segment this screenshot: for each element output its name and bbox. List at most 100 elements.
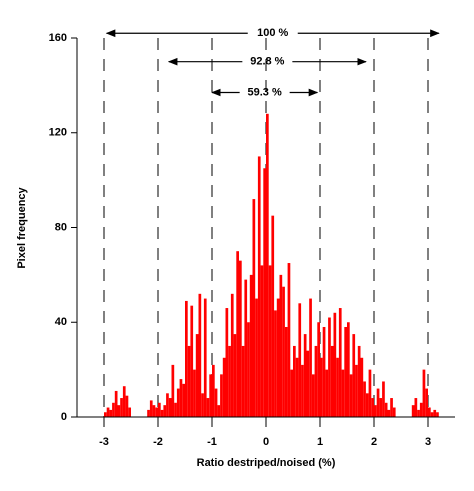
bar (239, 260, 242, 417)
bar (325, 369, 329, 417)
x-tick-label: 2 (371, 436, 377, 448)
bar (341, 369, 345, 417)
bar (260, 265, 264, 417)
bar (220, 374, 223, 417)
bar (387, 409, 391, 417)
bar (419, 402, 423, 417)
x-tick-label: -3 (99, 436, 109, 448)
y-tick-label: 0 (61, 411, 67, 423)
bar (198, 293, 202, 417)
bar (203, 298, 207, 417)
bar (233, 334, 237, 417)
bar (268, 265, 272, 417)
bar (279, 274, 283, 417)
bar (333, 312, 337, 417)
bar (109, 409, 113, 417)
bar (125, 395, 129, 417)
bar (225, 308, 229, 417)
bar (195, 334, 199, 417)
x-axis-label: Ratio destriped/noised (%) (197, 457, 336, 469)
bar (209, 374, 212, 417)
y-axis-label: Pixel frequency (16, 186, 28, 268)
y-tick-label: 40 (55, 316, 67, 328)
bar (433, 409, 437, 417)
bar (149, 400, 153, 417)
bar (368, 369, 372, 417)
bar (190, 305, 194, 417)
bar (187, 345, 191, 417)
bar (166, 393, 169, 417)
bar (303, 334, 307, 417)
y-tick-label: 80 (55, 221, 67, 233)
bar (228, 345, 231, 417)
bar (257, 156, 261, 417)
bar (179, 379, 183, 417)
bar (371, 398, 374, 417)
bar (384, 402, 388, 417)
bar (360, 357, 364, 417)
bar (147, 409, 150, 417)
bar (374, 405, 377, 417)
bar (365, 393, 369, 417)
bar (309, 298, 312, 417)
bar (322, 326, 326, 417)
annotation-label: 100 % (257, 27, 288, 39)
bar (355, 364, 358, 417)
bar (422, 369, 426, 417)
bar (425, 388, 428, 417)
bar (376, 388, 380, 417)
bar (363, 381, 366, 417)
x-tick-label: 3 (425, 436, 431, 448)
bar (430, 412, 434, 417)
bar (182, 383, 185, 417)
bar (414, 398, 418, 417)
bar (185, 300, 188, 417)
bar (249, 274, 253, 417)
bar (411, 405, 415, 417)
bar (206, 398, 210, 417)
bar (252, 199, 256, 417)
bar (336, 357, 339, 417)
bar (117, 405, 121, 417)
bar (352, 334, 356, 417)
bar (314, 345, 318, 417)
bar (106, 407, 110, 417)
bar (306, 350, 310, 417)
bar (158, 402, 161, 417)
x-tick-label: -1 (207, 436, 217, 448)
bar (266, 113, 269, 418)
bar (241, 345, 245, 417)
bar (114, 390, 118, 417)
bar (390, 398, 393, 417)
bar (255, 298, 258, 417)
y-tick-label: 120 (49, 127, 67, 139)
bar (112, 402, 115, 417)
x-tick-label: -2 (153, 436, 163, 448)
bar (328, 317, 331, 417)
bar (287, 263, 291, 417)
annotation-label: 59.3 % (248, 86, 282, 98)
bar (171, 364, 175, 417)
bar (128, 407, 131, 417)
bar (301, 364, 304, 417)
y-tick-label: 160 (49, 32, 67, 44)
bar (282, 286, 285, 417)
bar (193, 369, 196, 417)
bar (214, 388, 218, 417)
bar (217, 405, 221, 417)
bar (174, 402, 177, 417)
bar (317, 322, 320, 417)
bar (293, 345, 296, 417)
bar (349, 374, 353, 417)
bar (244, 279, 248, 417)
bar (330, 345, 334, 417)
bar (284, 326, 288, 417)
bar (155, 407, 158, 417)
bar (428, 407, 431, 417)
bar (338, 308, 342, 417)
bar (222, 357, 226, 417)
bar (295, 357, 299, 417)
bar (357, 345, 361, 417)
bar (290, 369, 293, 417)
x-tick-label: 1 (317, 436, 323, 448)
